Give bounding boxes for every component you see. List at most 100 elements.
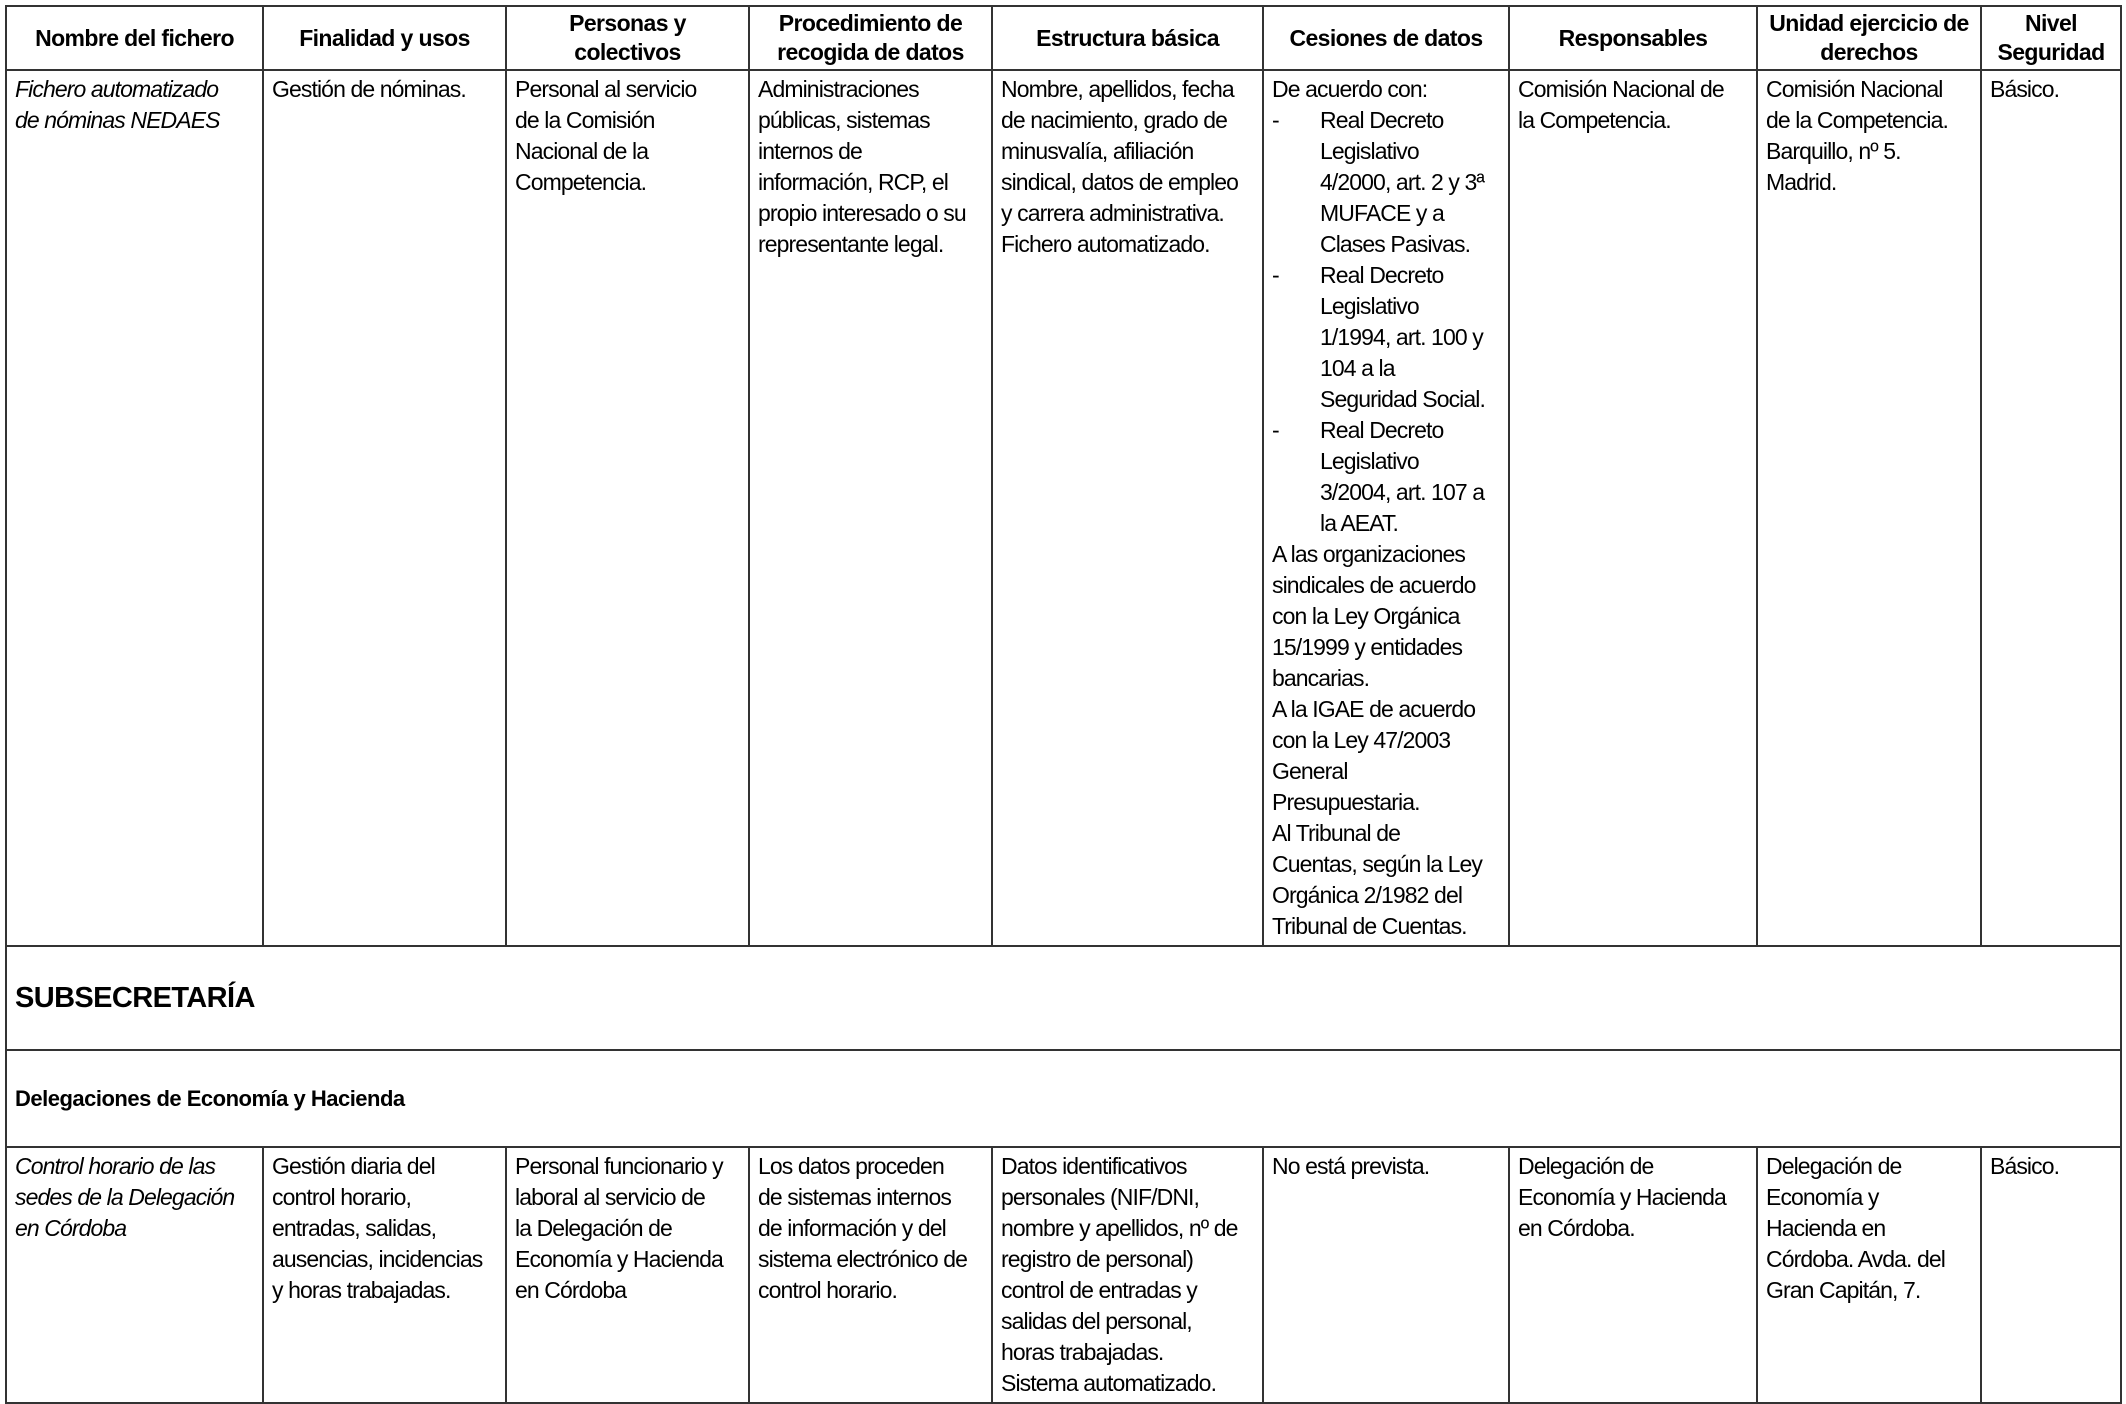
text-line: 1/1994, art. 100 y: [1320, 324, 1484, 350]
text-line: Gestión de nóminas.: [272, 76, 467, 102]
cell-estructura: Datos identificativos personales (NIF/DNI…: [991, 1146, 1264, 1404]
cell-responsables: Comisión Nacional de la Competencia.: [1508, 69, 1758, 947]
text-line: de nóminas NEDAES: [15, 107, 220, 133]
cell-unidad: Comisión Nacional de la Competencia. Barqu…: [1756, 69, 1982, 947]
text-line: Nombre del fichero: [35, 24, 234, 51]
column-header: Cesiones de datos: [1262, 5, 1510, 71]
text-line: Economía y Hacienda: [1518, 1184, 1727, 1210]
text-line: Economía y Hacienda: [515, 1246, 724, 1272]
text-line: Datos identificativos: [1001, 1153, 1188, 1179]
text-line: Comisión Nacional de: [1518, 76, 1725, 102]
text-line: Administraciones: [758, 76, 920, 102]
text-line: Legislativo: [1320, 138, 1420, 164]
subsection-row: Delegaciones de Economía y Hacienda: [5, 1049, 2122, 1148]
text-line: propio interesado o su: [758, 200, 967, 226]
text-line: Real Decreto: [1320, 107, 1444, 133]
text-line: Economía y: [1766, 1184, 1879, 1210]
text-line: y carrera administrativa.: [1001, 200, 1225, 226]
text-line: de la Competencia.: [1766, 107, 1949, 133]
text-line: internos de: [758, 138, 863, 164]
text-line: de sistemas internos: [758, 1184, 952, 1210]
text-line: Real Decreto: [1320, 262, 1444, 288]
text-line: 15/1999 y entidades: [1272, 634, 1463, 660]
cell-nivel: Básico.: [1980, 1146, 2122, 1404]
cell-nombre: Control horario de las sedes de la Delega…: [5, 1146, 264, 1404]
text-line: Cuentas, según la Ley: [1272, 851, 1483, 877]
text-line: Nacional de la: [515, 138, 649, 164]
text-line: Básico.: [1990, 1153, 2060, 1179]
list-item: - Real Decreto Legislativo 4/2000, art. 2 y…: [1272, 105, 1500, 260]
text-line: Fichero automatizado.: [1001, 231, 1211, 257]
text-line: 3/2004, art. 107 a: [1320, 479, 1485, 505]
text-line: No está prevista.: [1272, 1153, 1430, 1179]
cell-cesiones: De acuerdo con: - Real Decreto Legislativo…: [1262, 69, 1510, 947]
text-line: salidas del personal,: [1001, 1308, 1193, 1334]
text-line: Delegación de: [1766, 1153, 1902, 1179]
cell-cesiones: No está prevista.: [1262, 1146, 1510, 1404]
text-line: Unidad ejercicio de: [1769, 10, 1969, 36]
text-line: Orgánica 2/1982 del: [1272, 882, 1463, 908]
text-line: Hacienda en: [1766, 1215, 1886, 1241]
text-line: Personal al servicio: [515, 76, 697, 102]
cell-procedimiento: Los datos proceden de sistemas internos de…: [748, 1146, 993, 1404]
cell-nombre: Fichero automatizado de nóminas NEDAES: [5, 69, 264, 947]
text-line: de la Comisión: [515, 107, 655, 133]
text-line: de nacimiento, grado de: [1001, 107, 1228, 133]
text-line: la Competencia.: [1518, 107, 1672, 133]
text-line: Barquillo, nº 5.: [1766, 138, 1902, 164]
text-line: con la Ley 47/2003: [1272, 727, 1451, 753]
text-line: sindicales de acuerdo: [1272, 572, 1476, 598]
bullet-dash: -: [1272, 262, 1280, 288]
text-line: Fichero automatizado: [15, 76, 219, 102]
section-title: SUBSECRETARÍA: [5, 945, 2122, 1051]
text-line: MUFACE y a: [1320, 200, 1445, 226]
text-line: con la Ley Orgánica: [1272, 603, 1460, 629]
text-line: control horario,: [272, 1184, 412, 1210]
section-row: SUBSECRETARÍA: [5, 945, 2122, 1051]
cell-estructura: Nombre, apellidos, fecha de nacimiento, g…: [991, 69, 1264, 947]
subsection-title: Delegaciones de Economía y Hacienda: [5, 1049, 2122, 1148]
text-line: Competencia.: [515, 169, 647, 195]
text-line: derechos: [1820, 39, 1918, 65]
text-line: Los datos proceden: [758, 1153, 945, 1179]
column-header: Responsables: [1508, 5, 1758, 71]
text-line: registro de personal): [1001, 1246, 1194, 1272]
text-line: 104 a la: [1320, 355, 1396, 381]
text-line: Legislativo: [1320, 448, 1420, 474]
column-header: Estructura básica: [991, 5, 1264, 71]
text-line: Clases Pasivas.: [1320, 231, 1471, 257]
text-line: Finalidad y usos: [299, 24, 470, 51]
text-line: Delegación de: [1518, 1153, 1654, 1179]
text-line: la Delegación de: [515, 1215, 673, 1241]
text-line: Cesiones de datos: [1289, 24, 1483, 51]
text-line: Procedimiento de: [778, 10, 963, 36]
text-line: nombre y apellidos, nº de: [1001, 1215, 1238, 1241]
header-row: Nombre del fichero Finalidad y usos Person…: [5, 5, 2122, 71]
list-item: - Real Decreto Legislativo 3/2004, art. 107…: [1272, 415, 1500, 539]
text-line: Personas y: [569, 10, 686, 36]
cell-procedimiento: Administraciones públicas, sistemas intern…: [748, 69, 993, 947]
text-line: Tribunal de Cuentas.: [1272, 913, 1468, 939]
text-line: A la IGAE de acuerdo: [1272, 696, 1476, 722]
text-line: Responsables: [1558, 24, 1708, 51]
column-header: Unidad ejercicio de derechos: [1756, 5, 1982, 71]
cell-finalidad: Gestión diaria del control horario, entrad…: [262, 1146, 507, 1404]
column-header: Procedimiento de recogida de datos: [748, 5, 993, 71]
text-line: Nombre, apellidos, fecha: [1001, 76, 1235, 102]
text-line: públicas, sistemas: [758, 107, 931, 133]
text-line: representante legal.: [758, 231, 944, 257]
text-line: de información y del: [758, 1215, 947, 1241]
text-line: Gestión diaria del: [272, 1153, 436, 1179]
text-line: Legislativo: [1320, 293, 1420, 319]
cell-nivel: Básico.: [1980, 69, 2122, 947]
cell-unidad: Delegación de Economía y Hacienda en Córdob…: [1756, 1146, 1982, 1404]
text-line: Básico.: [1990, 76, 2060, 102]
bullet-dash: -: [1272, 417, 1280, 443]
text-line: ausencias, incidencias: [272, 1246, 483, 1272]
text-line: Personal funcionario y: [515, 1153, 724, 1179]
text-line: bancarias.: [1272, 665, 1370, 691]
column-header: Personas y colectivos: [505, 5, 750, 71]
text-line: minusvalía, afiliación: [1001, 138, 1194, 164]
table-row: Fichero automatizado de nóminas NEDAES Ge…: [5, 69, 2122, 947]
text-line: Madrid.: [1766, 169, 1837, 195]
